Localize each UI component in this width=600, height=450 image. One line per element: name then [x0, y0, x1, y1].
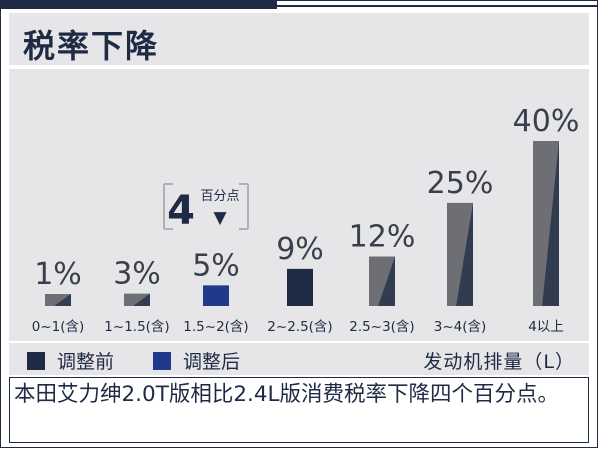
reduction-callout: 4 百分点 ▼	[163, 183, 249, 234]
bar-shade-1	[133, 293, 150, 306]
bar-shade-5	[456, 202, 473, 306]
callout-down-arrow-icon: ▼	[213, 208, 227, 228]
data-label-6: 40%	[513, 104, 580, 139]
x-tick-label-0: 0~1(含)	[32, 319, 85, 335]
chart-title: 税率下降	[23, 27, 160, 65]
data-label-4: 12%	[349, 220, 416, 255]
bar-2	[203, 285, 229, 306]
legend: 调整前 调整后 发动机排量（L）	[9, 343, 589, 375]
x-tick-label-3: 2~2.5(含)	[267, 319, 332, 335]
x-axis-unit-label: 发动机排量（L）	[423, 351, 575, 373]
x-tick-label-5: 3~4(含)	[434, 319, 487, 335]
data-label-1: 3%	[113, 257, 161, 292]
data-label-5: 25%	[427, 166, 494, 201]
bar-shade-6	[542, 141, 559, 306]
caption-box: 本田艾力绅2.0T版相比2.4L版消费税率下降四个百分点。	[9, 377, 589, 443]
title-panel: 税率下降	[9, 13, 589, 65]
x-tick-label-4: 2.5~3(含)	[349, 319, 414, 335]
data-label-3: 9%	[276, 232, 324, 267]
data-label-2: 5%	[192, 248, 240, 283]
x-tick-label-6: 4以上	[528, 319, 564, 335]
caption-text: 本田艾力绅2.0T版相比2.4L版消费税率下降四个百分点。	[14, 382, 559, 407]
top-accent-bar	[1, 1, 277, 9]
bar-shade-4	[378, 256, 395, 306]
bar-3	[287, 268, 313, 306]
callout-bracket-right	[239, 183, 249, 230]
legend-swatch-before	[27, 352, 45, 370]
legend-label-after: 调整后	[183, 351, 241, 373]
top-rule	[277, 5, 597, 7]
legend-swatch-after	[153, 352, 171, 370]
legend-item-before: 调整前	[27, 347, 114, 374]
callout-bracket-left	[163, 183, 173, 230]
callout-value: 4	[167, 188, 195, 234]
legend-item-after: 调整后	[153, 347, 240, 374]
data-label-0: 1%	[34, 257, 82, 292]
bar-shade-0	[54, 294, 71, 306]
x-tick-label-1: 1~1.5(含)	[104, 319, 169, 335]
x-tick-label-2: 1.5~2(含)	[183, 319, 248, 335]
callout-unit: 百分点	[200, 189, 239, 204]
legend-label-before: 调整前	[57, 351, 115, 373]
